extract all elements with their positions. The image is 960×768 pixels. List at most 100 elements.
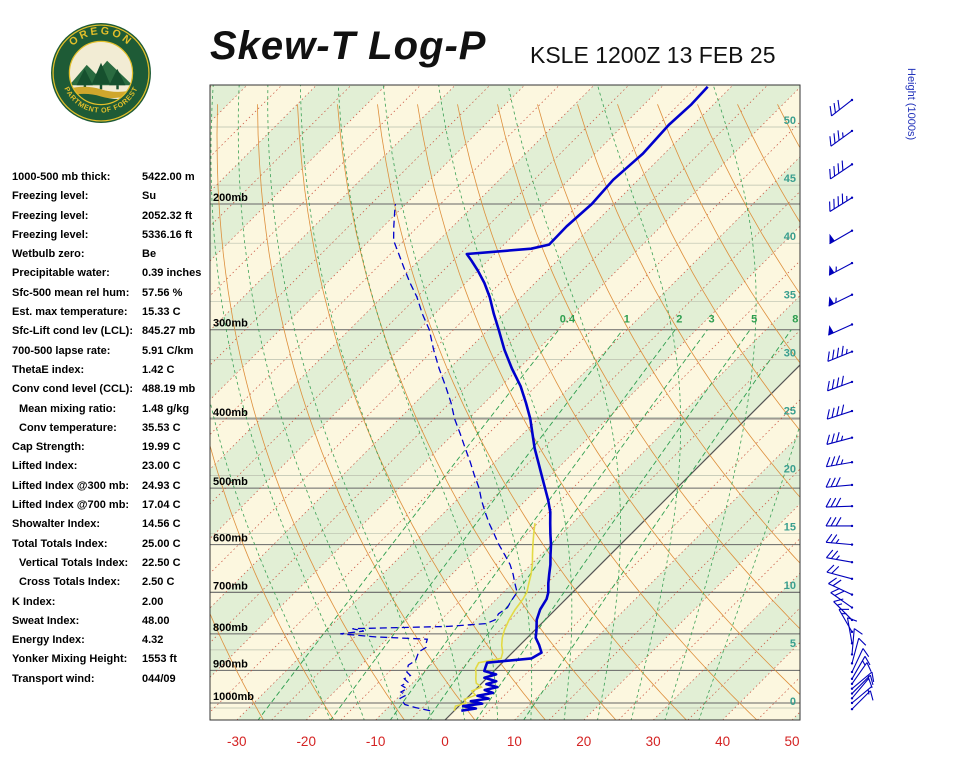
stat-value: Be [142, 248, 157, 261]
tree-icon [91, 62, 111, 85]
height-label: 10 [784, 580, 796, 592]
stat-row: Lifted Index @700 mb: 17.04 C [12, 496, 212, 515]
stat-label: K Index: [12, 595, 56, 608]
height-label: 45 [784, 173, 796, 185]
height-axis-title: Height (1000s) [905, 68, 917, 140]
pressure-label: 300mb [213, 318, 248, 330]
temp-axis-label: 40 [715, 734, 730, 749]
mixing-ratio-lines [257, 329, 792, 720]
stat-label: Cross Totals Index: [19, 576, 121, 589]
stat-value: 4.32 [142, 634, 164, 647]
stat-value: 044/09 [142, 672, 176, 685]
wind-barb-column [825, 98, 875, 711]
stat-row: Freezing level: Su [12, 187, 212, 206]
height-label: 30 [784, 347, 796, 359]
stat-value: 25.00 C [142, 537, 181, 550]
stat-value: 23.00 C [142, 460, 181, 473]
stat-value: 5.91 C/km [142, 344, 194, 357]
stat-value: 15.33 C [142, 306, 181, 319]
mixing-ratio-label: 3 [709, 314, 715, 326]
stat-row: Wetbulb zero: Be [12, 245, 212, 264]
moist-adiabats [210, 85, 800, 720]
stat-value: 1.42 C [142, 363, 175, 376]
temp-axis-label: 50 [784, 734, 799, 749]
stat-label: Conv cond level (CCL): [12, 383, 134, 396]
stat-value: 22.50 C [142, 556, 181, 569]
stat-value: 14.56 C [142, 518, 181, 531]
mixing-ratio-labels: 0.4 1 2 3 5 8 [560, 314, 799, 326]
stat-label: Freezing level: [12, 190, 89, 203]
stat-row: 700-500 lapse rate: 5.91 C/km [12, 342, 212, 361]
stat-label: Freezing level: [12, 228, 89, 241]
stat-value: 0.39 inches [142, 267, 202, 280]
stat-label: Lifted Index @700 mb: [12, 499, 130, 512]
pressure-label: 1000mb [213, 691, 254, 703]
temp-axis-labels: -30 -20 -10 0 10 20 30 40 50 [227, 734, 799, 749]
stat-row: Sweat Index: 48.00 [12, 612, 212, 631]
temp-axis-label: 0 [441, 734, 449, 749]
stat-value: 57.56 % [142, 286, 183, 299]
stat-label: Est. max temperature: [12, 306, 128, 319]
temp-axis-label: -20 [296, 734, 316, 749]
background-bands [210, 85, 800, 720]
stat-value: 48.00 [142, 614, 170, 627]
stat-row: Lifted Index: 23.00 C [12, 457, 212, 476]
stat-label: Sweat Index: [12, 614, 80, 627]
stats-panel: 1000-500 mb thick: 5422.00 m Freezing leve… [12, 168, 212, 689]
pressure-label: 500mb [213, 476, 248, 488]
mixing-ratio-label: 1 [624, 314, 630, 326]
stat-row: Precipitable water: 0.39 inches [12, 264, 212, 283]
stat-value: Su [142, 190, 157, 203]
height-label: 35 [784, 289, 796, 301]
station-datetime: KSLE 1200Z 13 FEB 25 [530, 42, 776, 68]
mixing-ratio-label: 8 [792, 314, 798, 326]
wetbulb-trace [453, 523, 536, 711]
stat-label: Sfc-500 mean rel hum: [12, 286, 130, 299]
height-label: 25 [784, 406, 796, 418]
temp-axis-label: 10 [507, 734, 522, 749]
stat-label: Lifted Index: [12, 460, 78, 473]
stat-label: Sfc-Lift cond lev (LCL): [12, 325, 133, 338]
stat-row: Energy Index: 4.32 [12, 631, 212, 650]
page-title: Skew-T Log-P [210, 24, 487, 68]
height-label: 5 [790, 638, 796, 650]
stat-label: Vertical Totals Index: [19, 556, 129, 569]
plot-border [209, 84, 801, 721]
stat-row: 1000-500 mb thick: 5422.00 m [12, 168, 212, 187]
stat-value: 17.04 C [142, 499, 181, 512]
stat-row: Sfc-Lift cond lev (LCL): 845.27 mb [12, 322, 212, 341]
temp-axis-label: 30 [646, 734, 661, 749]
stat-row: Est. max temperature: 15.33 C [12, 303, 212, 322]
mixing-ratio-label: 0.4 [560, 314, 576, 326]
isotherms [210, 85, 800, 720]
height-axis-title-text: Height (1000s) [905, 68, 917, 140]
stat-value: 5422.00 m [142, 171, 195, 183]
stat-row: ThetaE index: 1.42 C [12, 361, 212, 380]
stat-label: Precipitable water: [12, 267, 110, 280]
stat-label: ThetaE index: [12, 363, 85, 376]
stat-row: Transport wind: 044/09 [12, 670, 212, 689]
stat-value: 35.53 C [142, 421, 181, 434]
stat-row: Mean mixing ratio: 1.48 g/kg [12, 400, 212, 419]
stat-row: Conv cond level (CCL): 488.19 mb [12, 380, 212, 399]
stat-row: Freezing level: 2052.32 ft [12, 207, 212, 226]
height-label: 40 [784, 231, 796, 243]
height-label: 15 [784, 522, 796, 534]
stat-label: Energy Index: [12, 634, 85, 647]
temperature-trace [461, 85, 709, 712]
odf-logo: OREGON DEPARTMENT OF FORESTRY [50, 22, 151, 123]
tree-icon [76, 68, 93, 86]
stat-label: Wetbulb zero: [12, 248, 85, 261]
freezing-isotherm [444, 364, 800, 720]
stat-value: 488.19 mb [142, 383, 196, 396]
mixing-ratio-label: 2 [676, 314, 682, 326]
stat-row: Sfc-500 mean rel hum: 57.56 % [12, 284, 212, 303]
stat-row: Freezing level: 5336.16 ft [12, 226, 212, 245]
stat-row: Vertical Totals Index: 22.50 C [12, 554, 212, 573]
stat-value: 19.99 C [142, 441, 181, 454]
mixing-ratio-label: 5 [751, 314, 757, 326]
stat-label: Transport wind: [12, 672, 95, 685]
stat-label: 700-500 lapse rate: [12, 344, 111, 357]
stat-value: 2052.32 ft [142, 209, 193, 222]
